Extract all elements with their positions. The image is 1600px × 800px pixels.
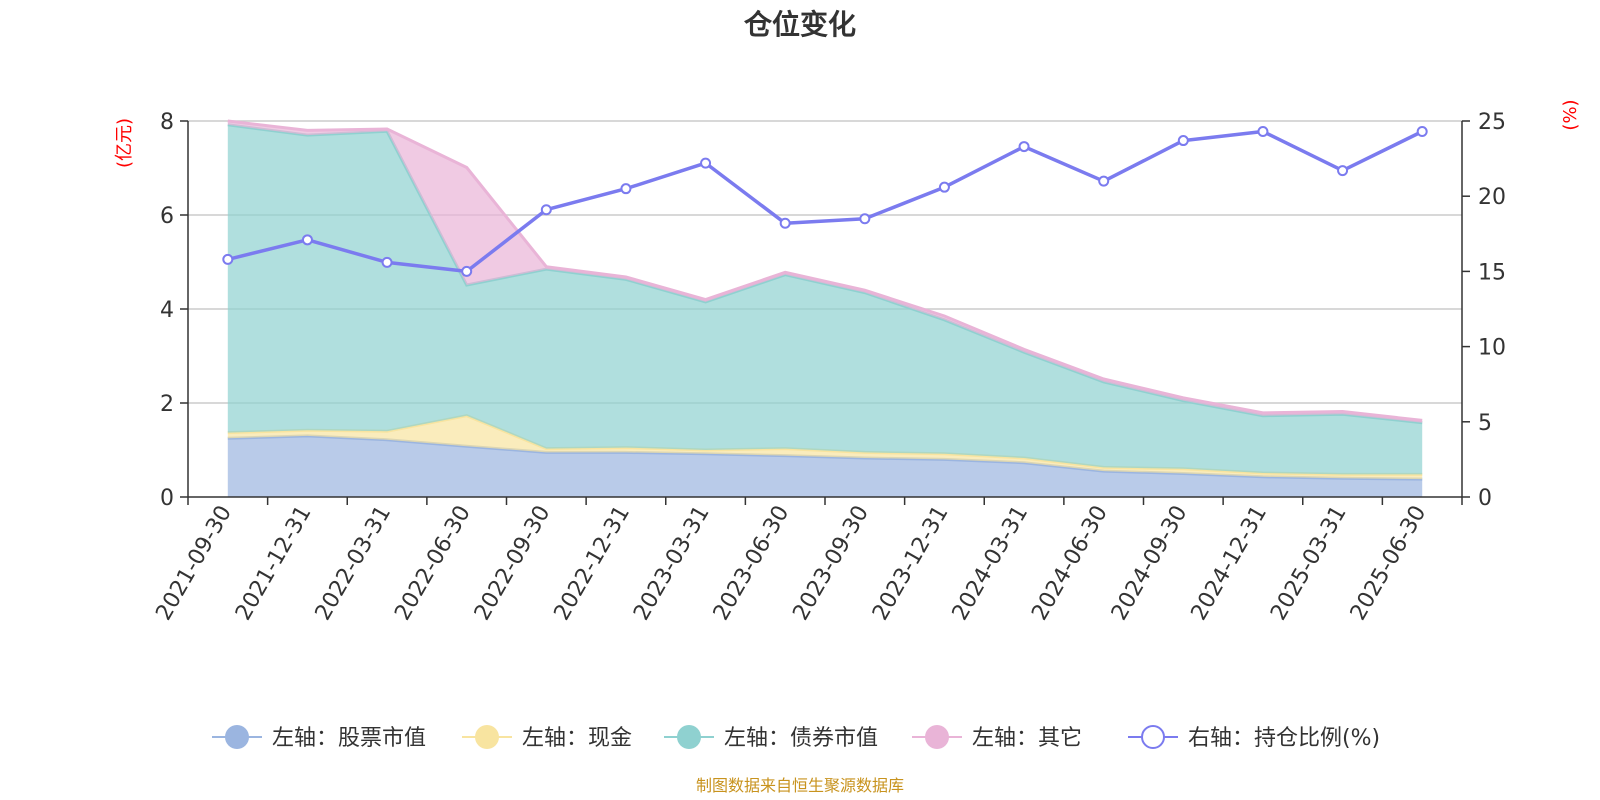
legend-swatch-marker	[677, 725, 701, 749]
ratio-point	[540, 204, 552, 216]
x-tick-label: 2025-03-31	[1266, 502, 1352, 625]
x-tick-label: 2024-09-30	[1107, 502, 1193, 625]
source-note: 制图数据来自恒生聚源数据库	[696, 776, 904, 795]
x-tick-label: 2022-12-31	[550, 502, 636, 625]
chart-title: 仓位变化	[744, 8, 856, 41]
x-tick-label: 2024-12-31	[1187, 502, 1273, 625]
x-tick-label: 2022-09-30	[470, 502, 556, 625]
right-axis-unit: (%)	[1560, 99, 1581, 130]
right-tick-label: 10	[1478, 336, 1506, 361]
x-tick-label: 2024-03-31	[948, 502, 1034, 625]
left-tick-label: 8	[160, 110, 174, 135]
left-tick-label: 6	[160, 204, 174, 229]
ratio-point	[1416, 126, 1428, 138]
ratio-point	[1337, 165, 1349, 177]
left-tick-label: 4	[160, 298, 174, 323]
ratio-line-series	[222, 126, 1428, 277]
ratio-point	[1177, 135, 1189, 147]
legend-label: 右轴：持仓比例(%)	[1188, 726, 1380, 751]
ratio-point	[1098, 175, 1110, 187]
x-tick-label: 2022-03-31	[311, 502, 397, 625]
ratio-point	[222, 253, 234, 265]
legend-item-2[interactable]: 左轴：现金	[462, 725, 632, 751]
legend-label: 左轴：股票市值	[272, 726, 426, 751]
right-tick-label: 25	[1478, 110, 1506, 135]
ratio-point	[461, 265, 473, 277]
right-tick-label: 20	[1478, 185, 1506, 210]
ratio-point	[859, 213, 871, 225]
x-tick-label: 2025-06-30	[1346, 502, 1432, 625]
x-tick-label: 2022-06-30	[390, 502, 476, 625]
area-series-4-edge	[227, 119, 1423, 422]
x-tick-label: 2021-09-30	[151, 502, 237, 625]
x-tick-label: 2023-12-31	[868, 502, 954, 625]
legend-label: 左轴：其它	[972, 726, 1082, 751]
legend-swatch-marker	[925, 725, 949, 749]
legend-item-3[interactable]: 左轴：债券市值	[664, 725, 878, 751]
x-tick-label: 2021-12-31	[231, 502, 317, 625]
legend-label: 左轴：债券市值	[724, 726, 878, 751]
ratio-point	[1257, 126, 1269, 138]
legend-label: 左轴：现金	[522, 726, 632, 751]
x-tick-label: 2023-03-31	[629, 502, 715, 625]
ratio-point	[779, 217, 791, 229]
x-tick-label: 2024-06-30	[1027, 502, 1113, 625]
legend-swatch-marker	[1141, 725, 1165, 749]
right-tick-label: 5	[1478, 411, 1492, 436]
ratio-point	[381, 256, 393, 268]
left-axis-unit: (亿元)	[114, 118, 135, 168]
legend: 左轴：股票市值 左轴：现金 左轴：债券市值 左轴：其它 右轴：持仓比例(%)	[212, 725, 1380, 751]
legend-item-1[interactable]: 左轴：股票市值	[212, 725, 426, 751]
x-tick-label: 2023-06-30	[709, 502, 795, 625]
left-tick-label: 2	[160, 392, 174, 417]
ratio-point	[620, 183, 632, 195]
legend-item-5[interactable]: 右轴：持仓比例(%)	[1128, 725, 1380, 751]
ratio-point	[700, 157, 712, 169]
left-tick-label: 0	[160, 486, 174, 511]
area-series-3	[227, 124, 1423, 475]
right-tick-label: 15	[1478, 260, 1506, 285]
ratio-line	[227, 129, 1423, 274]
legend-item-4[interactable]: 左轴：其它	[912, 725, 1082, 751]
ratio-point	[301, 234, 313, 246]
ratio-point	[1018, 141, 1030, 153]
legend-swatch-marker	[475, 725, 499, 749]
ratio-point	[938, 181, 950, 193]
legend-swatch-marker	[225, 725, 249, 749]
x-tick-label: 2023-09-30	[788, 502, 874, 625]
right-tick-label: 0	[1478, 486, 1492, 511]
